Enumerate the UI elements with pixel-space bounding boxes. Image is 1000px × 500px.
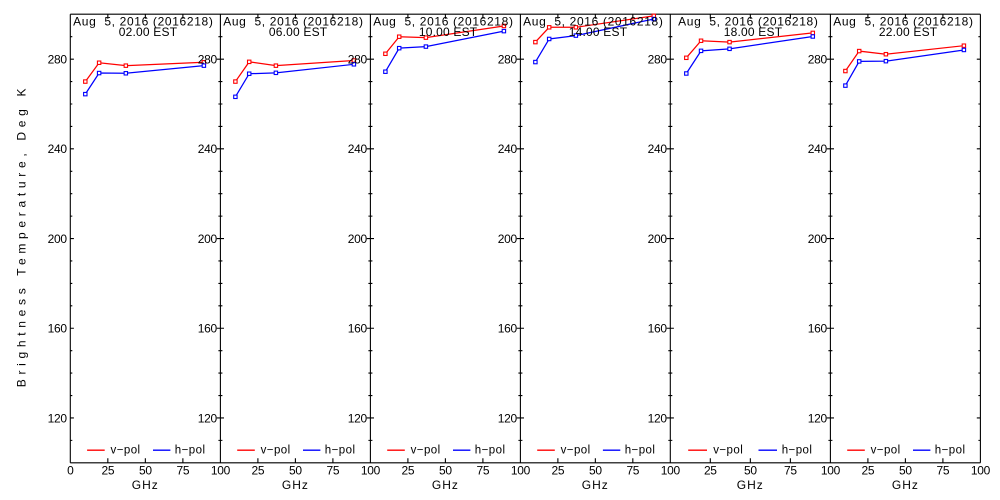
svg-text:50: 50 (139, 464, 152, 478)
svg-text:v−pol: v−pol (411, 445, 441, 457)
svg-text:160: 160 (808, 322, 828, 336)
svg-text:v−pol: v−pol (111, 445, 141, 457)
svg-text:GHz: GHz (132, 478, 159, 492)
svg-text:75: 75 (177, 464, 190, 478)
svg-text:Aug 5, 2016 (2016218): Aug 5, 2016 (2016218) (73, 14, 213, 28)
svg-text:240: 240 (808, 142, 828, 156)
svg-text:02.00 EST: 02.00 EST (119, 25, 178, 39)
svg-text:120: 120 (198, 411, 218, 425)
svg-text:160: 160 (48, 322, 68, 336)
svg-text:Aug 5, 2016 (2016218): Aug 5, 2016 (2016218) (223, 14, 363, 28)
svg-text:h−pol: h−pol (325, 445, 356, 457)
svg-text:200: 200 (648, 232, 668, 246)
svg-text:75: 75 (327, 464, 340, 478)
svg-text:Brightness Temperature, Deg K: Brightness Temperature, Deg K (15, 84, 29, 388)
svg-text:50: 50 (439, 464, 452, 478)
svg-text:120: 120 (648, 411, 668, 425)
svg-text:v−pol: v−pol (561, 445, 591, 457)
svg-text:18.00 EST: 18.00 EST (724, 25, 783, 39)
svg-text:h−pol: h−pol (935, 445, 966, 457)
svg-text:160: 160 (348, 322, 368, 336)
svg-text:120: 120 (348, 411, 368, 425)
svg-text:22.00 EST: 22.00 EST (879, 25, 938, 39)
svg-text:v−pol: v−pol (871, 445, 901, 457)
svg-text:200: 200 (198, 232, 218, 246)
svg-text:280: 280 (198, 52, 218, 66)
svg-text:h−pol: h−pol (175, 445, 206, 457)
svg-text:75: 75 (784, 464, 797, 478)
svg-text:h−pol: h−pol (475, 445, 506, 457)
svg-text:25: 25 (862, 464, 875, 478)
svg-text:GHz: GHz (282, 478, 309, 492)
svg-text:240: 240 (48, 142, 68, 156)
svg-text:280: 280 (48, 52, 68, 66)
svg-text:GHz: GHz (582, 478, 609, 492)
svg-text:06.00 EST: 06.00 EST (269, 25, 328, 39)
svg-text:100: 100 (661, 464, 681, 478)
svg-text:Aug 5, 2016 (2016218): Aug 5, 2016 (2016218) (678, 14, 818, 28)
svg-text:75: 75 (626, 464, 639, 478)
svg-text:GHz: GHz (892, 478, 919, 492)
svg-text:100: 100 (971, 464, 991, 478)
svg-text:50: 50 (744, 464, 757, 478)
svg-text:240: 240 (198, 142, 218, 156)
svg-text:75: 75 (477, 464, 490, 478)
svg-text:120: 120 (498, 411, 518, 425)
svg-text:100: 100 (211, 464, 231, 478)
svg-text:h−pol: h−pol (782, 445, 813, 457)
svg-text:GHz: GHz (737, 478, 764, 492)
svg-text:160: 160 (648, 322, 668, 336)
svg-text:240: 240 (498, 142, 518, 156)
svg-text:25: 25 (252, 464, 265, 478)
svg-text:280: 280 (348, 52, 368, 66)
svg-text:100: 100 (821, 464, 841, 478)
svg-text:100: 100 (511, 464, 531, 478)
svg-text:Aug 5, 2016 (2016218): Aug 5, 2016 (2016218) (523, 14, 663, 28)
svg-text:280: 280 (498, 52, 518, 66)
svg-text:25: 25 (101, 464, 114, 478)
svg-text:25: 25 (704, 464, 717, 478)
svg-text:280: 280 (648, 52, 668, 66)
svg-text:200: 200 (498, 232, 518, 246)
svg-text:200: 200 (348, 232, 368, 246)
svg-text:50: 50 (899, 464, 912, 478)
svg-text:120: 120 (48, 411, 68, 425)
svg-text:75: 75 (937, 464, 950, 478)
svg-text:10.00 EST: 10.00 EST (419, 25, 478, 39)
svg-text:200: 200 (808, 232, 828, 246)
svg-text:50: 50 (589, 464, 602, 478)
svg-text:0: 0 (67, 464, 74, 478)
svg-text:160: 160 (498, 322, 518, 336)
svg-text:14.00 EST: 14.00 EST (569, 25, 628, 39)
svg-text:120: 120 (808, 411, 828, 425)
svg-text:25: 25 (402, 464, 415, 478)
svg-text:Aug 5, 2016 (2016218): Aug 5, 2016 (2016218) (373, 14, 513, 28)
svg-text:h−pol: h−pol (625, 445, 656, 457)
svg-text:v−pol: v−pol (261, 445, 291, 457)
svg-text:200: 200 (48, 232, 68, 246)
svg-text:280: 280 (808, 52, 828, 66)
svg-text:160: 160 (198, 322, 218, 336)
svg-text:v−pol: v−pol (713, 445, 743, 457)
svg-text:100: 100 (361, 464, 381, 478)
svg-text:240: 240 (348, 142, 368, 156)
svg-text:GHz: GHz (432, 478, 459, 492)
svg-text:50: 50 (289, 464, 302, 478)
svg-text:Aug 5, 2016 (2016218): Aug 5, 2016 (2016218) (833, 14, 973, 28)
svg-text:240: 240 (648, 142, 668, 156)
svg-text:25: 25 (552, 464, 565, 478)
